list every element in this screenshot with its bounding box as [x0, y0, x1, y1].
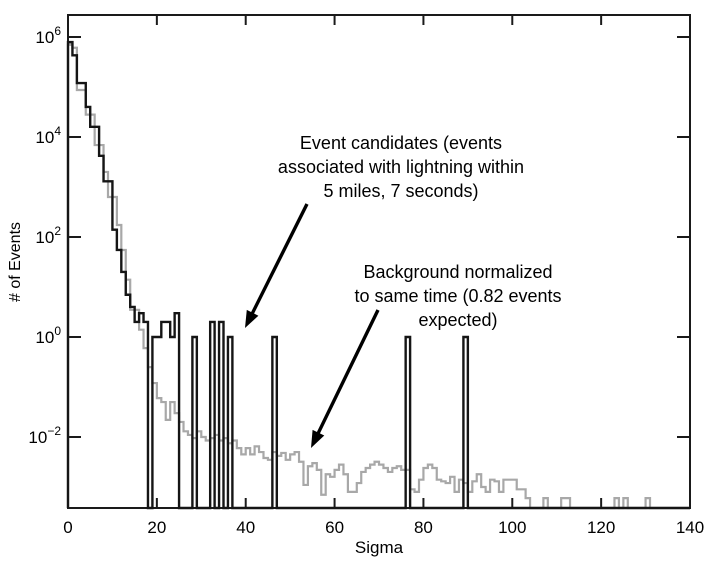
annotation-arrow-0: [245, 203, 309, 328]
x-tick-label: 20: [147, 518, 166, 537]
annotation-event-candidates: Event candidates (events associated with…: [277, 133, 525, 201]
y-tick-label: 100: [35, 324, 61, 347]
x-tick-label: 0: [63, 518, 72, 537]
y-tick-label: 104: [35, 124, 61, 147]
y-tick-label: 106: [35, 24, 61, 47]
annotation-arrow-1: [311, 309, 380, 448]
y-tick-label: 10−2: [28, 424, 61, 447]
annotation-background: Background normalized to same time (0.82…: [354, 262, 562, 330]
x-tick-label: 100: [498, 518, 526, 537]
event-candidates-histogram: [66, 40, 690, 510]
y-tick-label: 102: [35, 224, 61, 247]
x-axis-label: Sigma: [354, 538, 404, 557]
x-tick-label: 60: [325, 518, 344, 537]
x-tick-label: 120: [587, 518, 615, 537]
y-ticks: 106 104 102 100 10−2: [28, 24, 690, 447]
background-histogram: [66, 43, 690, 510]
x-tick-label: 40: [236, 518, 255, 537]
x-tick-label: 80: [414, 518, 433, 537]
x-tick-label: 140: [676, 518, 704, 537]
x-ticks: 0 20 40 60 80 100 120 140: [63, 15, 704, 537]
y-axis-label: # of Events: [7, 221, 24, 303]
